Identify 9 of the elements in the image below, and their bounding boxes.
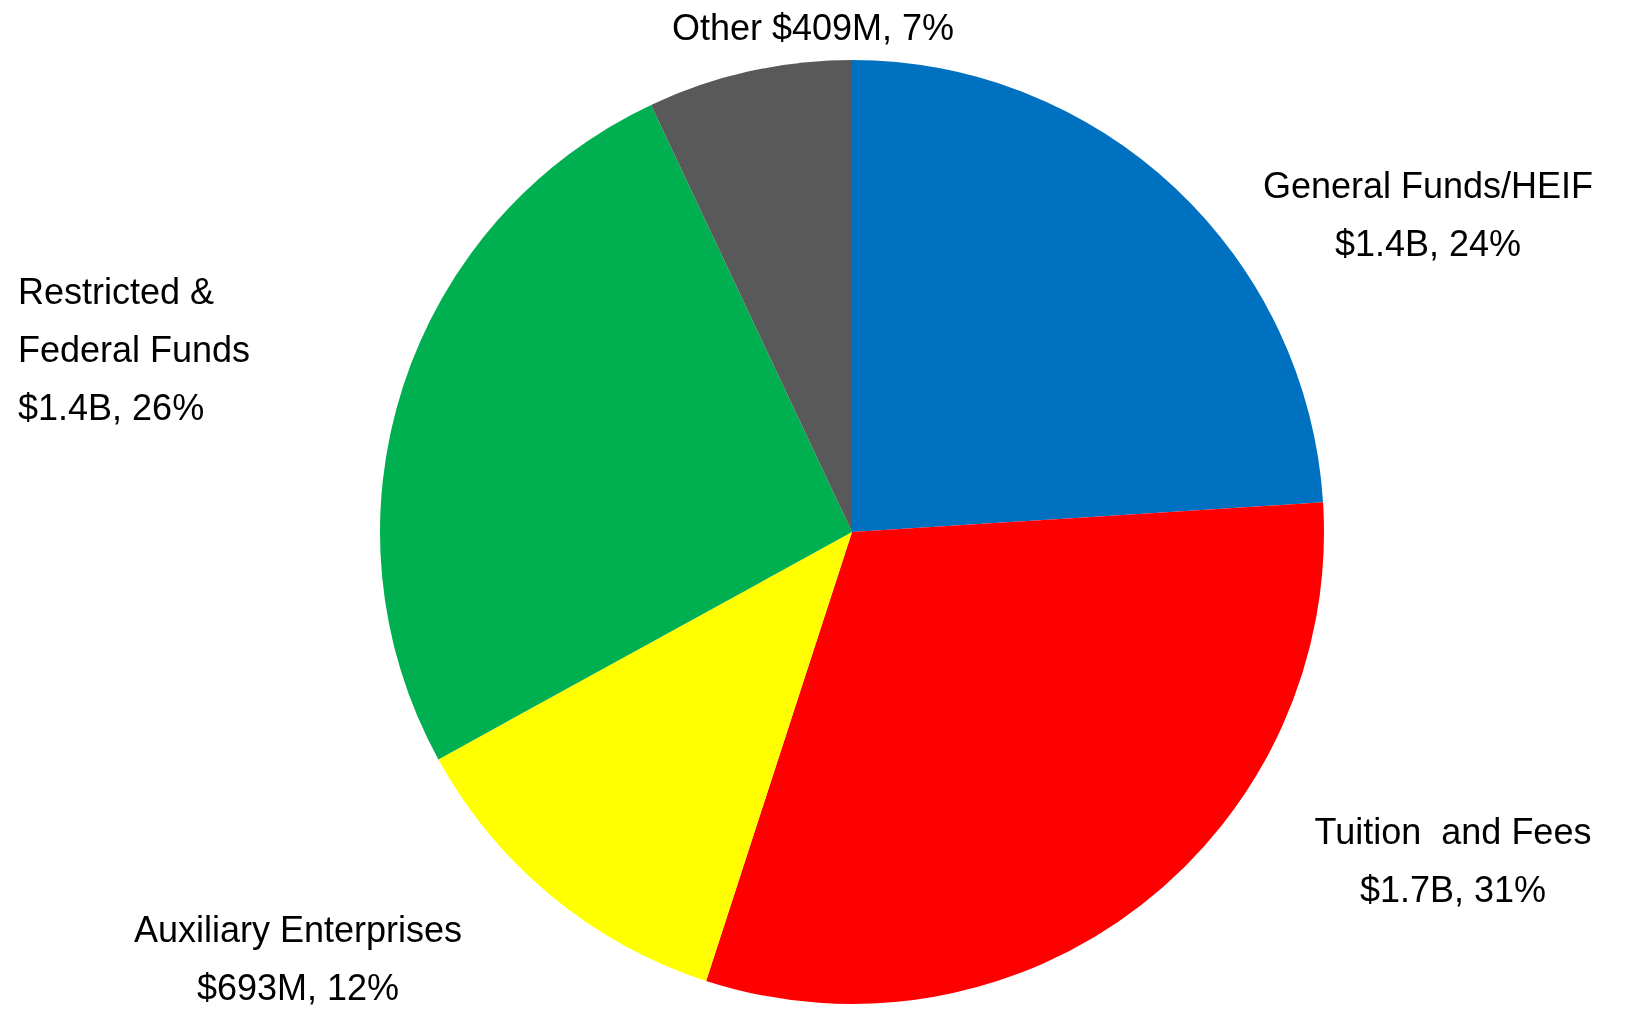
slice-label: Tuition and Fees <box>1314 810 1592 852</box>
data-label: $1.4B, 24% <box>1334 222 1522 264</box>
data-label: $1.7B, 31% <box>1359 868 1547 910</box>
data-label: $1.4B, 26% <box>18 386 205 428</box>
data-label: $693M, 12% <box>196 966 400 1008</box>
slice-label: General Funds/HEIF <box>1262 164 1594 206</box>
slice-label: Auxiliary Enterprises <box>133 908 463 950</box>
slice-label: Restricted & Federal Funds <box>18 270 251 370</box>
slice-label: Other $409M, 7% <box>671 6 955 48</box>
